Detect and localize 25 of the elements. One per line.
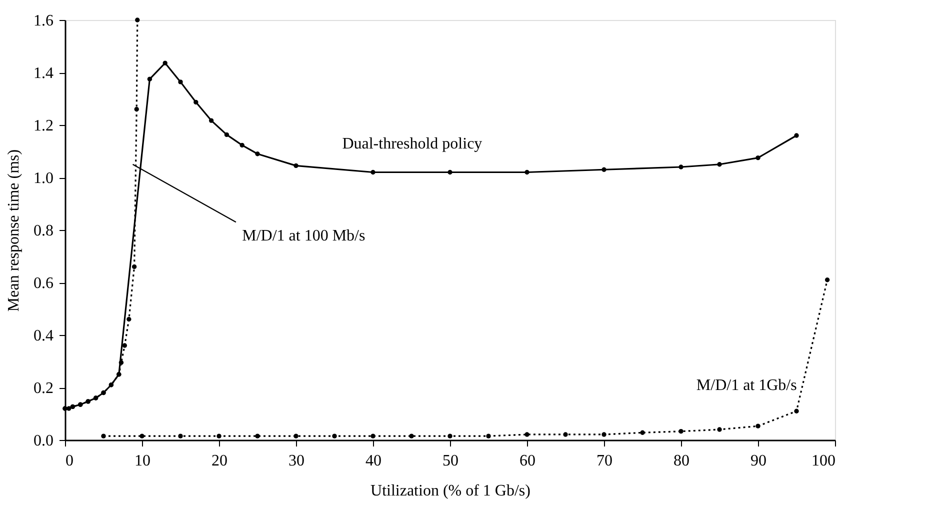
x-tick-label: 50 — [442, 452, 458, 470]
x-tick-label: 10 — [134, 452, 150, 470]
x-tick-label: 100 — [812, 452, 836, 470]
x-tick-label: 60 — [520, 452, 536, 470]
y-tick-label: 1.0 — [34, 170, 54, 187]
x-tick-label: 0 — [66, 452, 74, 470]
x-tick-label: 90 — [750, 452, 766, 470]
x-tick-label: 80 — [674, 452, 690, 470]
x-tick-label: 30 — [288, 452, 304, 470]
x-tick-label: 20 — [212, 452, 228, 470]
y-tick-label: 0.8 — [34, 222, 54, 240]
text: M/D/1 at 100 Mb/s — [242, 227, 366, 244]
y-tick-label: 0.4 — [34, 328, 54, 344]
x-tick-label: 70 — [596, 452, 612, 470]
x-axis-title: Utilization (% of 1 Gb/s) — [370, 482, 530, 500]
x-tick-label: 40 — [366, 452, 382, 470]
y-tick-label: 1.6 — [34, 12, 54, 30]
y-axis-title: Mean response time (ms) — [6, 149, 22, 312]
series-label: Dual-threshold policy — [342, 135, 482, 152]
y-tick-label: 0.2 — [34, 380, 54, 397]
y-tick-label: 0.6 — [34, 275, 54, 292]
series-label: M/D/1 at 1Gb/s — [696, 376, 797, 394]
y-tick-label: 0.0 — [34, 432, 54, 450]
y-tick-label: 1.2 — [34, 118, 54, 134]
y-tick-label: 1.4 — [34, 65, 54, 82]
